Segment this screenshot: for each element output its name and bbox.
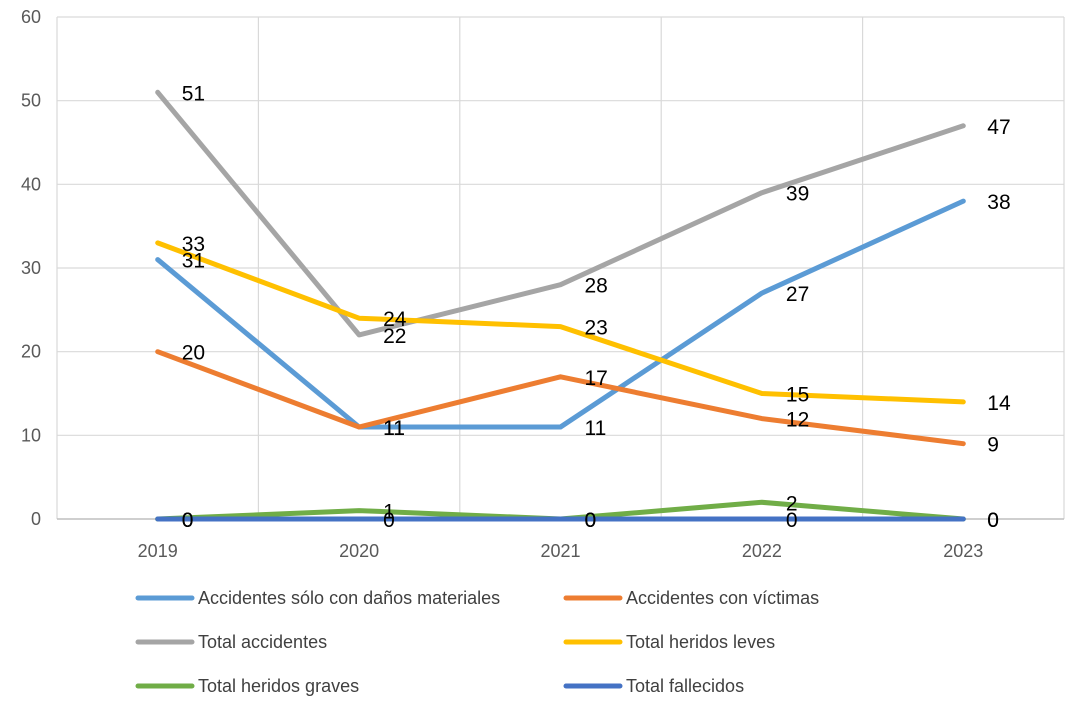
data-label: 47 <box>987 116 1010 139</box>
data-label: 27 <box>786 283 809 306</box>
data-label: 11 <box>383 417 405 440</box>
data-label: 0 <box>786 509 798 532</box>
gridlines <box>56 16 1065 519</box>
data-label: 0 <box>182 509 194 532</box>
data-label: 14 <box>987 392 1011 415</box>
x-tick-label: 2019 <box>138 541 178 561</box>
x-tick-label: 2022 <box>742 541 782 561</box>
x-tick-label: 2021 <box>540 541 580 561</box>
legend-label: Total heridos leves <box>626 632 775 652</box>
series-line <box>155 198 966 430</box>
legend-entry: Accidentes con víctimas <box>563 588 819 608</box>
legend-label: Total heridos graves <box>198 676 359 696</box>
series-lines <box>155 89 966 522</box>
series-line <box>155 349 966 447</box>
legend-label: Accidentes con víctimas <box>626 588 819 608</box>
data-label: 22 <box>383 325 406 348</box>
data-label: 28 <box>585 275 608 298</box>
legend-label: Accidentes sólo con daños materiales <box>198 588 500 608</box>
data-label: 0 <box>182 509 194 532</box>
data-label: 20 <box>182 342 205 365</box>
data-label: 17 <box>585 367 608 390</box>
legend-entry: Total heridos leves <box>563 632 775 652</box>
data-label: 0 <box>585 509 597 532</box>
data-label: 0 <box>585 509 597 532</box>
x-tick-label: 2023 <box>943 541 983 561</box>
data-label: 11 <box>585 417 607 440</box>
data-label: 38 <box>987 191 1010 214</box>
data-label: 51 <box>182 82 205 105</box>
y-tick-label: 60 <box>21 7 41 27</box>
data-label: 2 <box>786 492 798 515</box>
data-label: 11 <box>383 417 405 440</box>
data-label: 39 <box>786 183 809 206</box>
y-tick-label: 20 <box>21 342 41 362</box>
legend-label: Total fallecidos <box>626 676 744 696</box>
data-label: 31 <box>182 250 205 273</box>
legend-entry: Total accidentes <box>135 632 327 652</box>
data-label: 33 <box>182 233 205 256</box>
data-label: 0 <box>987 509 999 532</box>
legend-entry: Accidentes sólo con daños materiales <box>135 588 500 608</box>
data-label: 24 <box>383 308 407 331</box>
data-label: 0 <box>987 509 999 532</box>
y-tick-label: 50 <box>21 91 41 111</box>
legend-label: Total accidentes <box>198 632 327 652</box>
data-label: 0 <box>383 509 395 532</box>
y-tick-label: 10 <box>21 425 41 445</box>
y-tick-label: 30 <box>21 258 41 278</box>
data-label: 23 <box>585 317 608 340</box>
data-label: 1 <box>383 501 395 524</box>
data-label: 12 <box>786 409 809 432</box>
data-label: 15 <box>786 384 809 407</box>
data-label: 9 <box>987 434 999 457</box>
legend-entry: Total fallecidos <box>563 676 744 696</box>
series-line <box>155 89 966 338</box>
legend-entry: Total heridos graves <box>135 676 359 696</box>
y-tick-label: 0 <box>31 509 41 529</box>
y-tick-label: 40 <box>21 174 41 194</box>
legend: Accidentes sólo con daños materiales Acci… <box>135 588 819 696</box>
series-line <box>155 240 966 405</box>
series-line <box>155 499 966 522</box>
x-tick-label: 2020 <box>339 541 379 561</box>
